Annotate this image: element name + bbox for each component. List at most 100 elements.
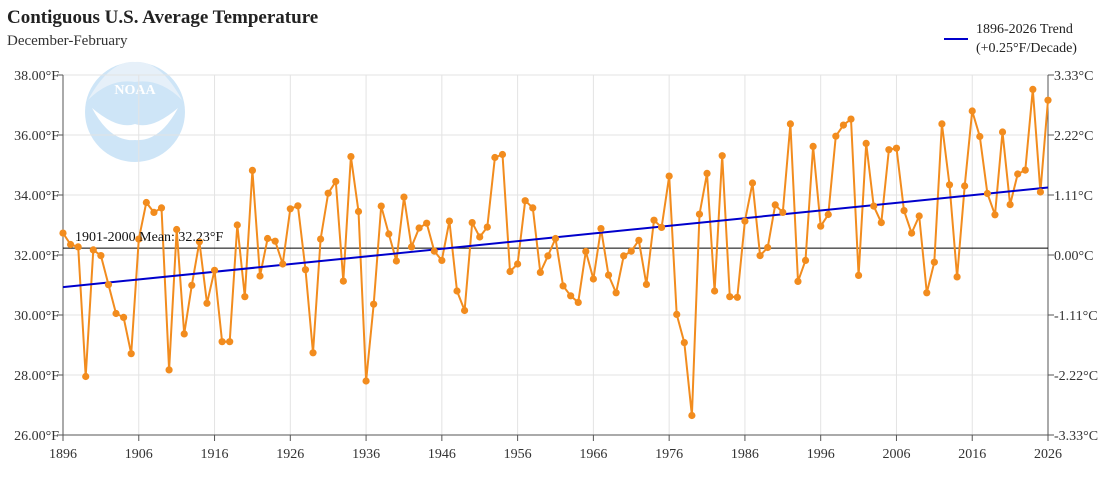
chart-subtitle: December-February — [7, 33, 128, 49]
data-point — [582, 247, 590, 255]
legend-trend-swatch — [944, 38, 968, 40]
chart-title: Contiguous U.S. Average Temperature — [7, 7, 319, 28]
data-point — [923, 289, 931, 297]
data-point — [536, 268, 544, 276]
data-point — [400, 193, 408, 201]
data-point — [1029, 85, 1037, 93]
noaa-logo: NOAA — [85, 61, 185, 162]
x-tick-label: 1906 — [125, 447, 153, 462]
data-point — [112, 309, 120, 318]
y-tick-label: 32.00°F — [14, 249, 59, 264]
data-point — [1021, 166, 1029, 174]
data-point — [862, 139, 870, 147]
data-point — [718, 152, 726, 160]
mean-label: 1901-2000 Mean: 32.23°F — [75, 230, 224, 245]
data-point — [870, 202, 878, 210]
data-point — [1044, 96, 1052, 104]
data-point — [741, 217, 749, 225]
data-point — [415, 224, 423, 232]
data-point — [173, 225, 181, 234]
y-tick-label: 34.00°F — [14, 189, 59, 204]
temperature-series-line — [62, 89, 1049, 416]
y-tick-label: 36.00°F — [14, 129, 59, 144]
data-point — [612, 289, 620, 297]
x-tick-label: 1946 — [428, 447, 456, 462]
y-tick-label: 30.00°F — [14, 309, 59, 324]
data-point — [263, 234, 272, 243]
x-tick-label: 1926 — [276, 447, 304, 462]
y-tick-label: 28.00°F — [14, 369, 59, 384]
data-point — [362, 377, 370, 385]
data-point — [786, 120, 794, 128]
data-point — [377, 202, 385, 210]
data-point — [226, 338, 234, 346]
data-point — [620, 252, 628, 260]
data-point — [286, 205, 294, 213]
x-tick-label: 1936 — [352, 447, 380, 462]
data-point — [347, 153, 355, 161]
data-point — [498, 150, 507, 159]
data-point — [635, 236, 643, 244]
data-point — [514, 260, 522, 268]
legend-trend-name: 1896-2026 Trend — [976, 22, 1073, 37]
data-point — [385, 230, 393, 238]
x-tick-label: 2016 — [958, 447, 986, 462]
data-point — [157, 204, 166, 212]
data-point — [203, 299, 211, 307]
data-point — [657, 223, 666, 231]
data-point — [764, 243, 772, 252]
data-point — [567, 292, 575, 300]
data-point — [248, 166, 257, 174]
data-point — [491, 153, 499, 162]
y-tick-label: 38.00°F — [14, 69, 59, 84]
data-point — [453, 287, 461, 295]
data-point — [589, 275, 597, 283]
data-point — [915, 212, 923, 220]
data-point — [953, 273, 961, 281]
data-point — [438, 256, 446, 264]
data-point — [392, 257, 400, 265]
data-point — [604, 271, 613, 279]
data-point — [279, 260, 287, 268]
legend[interactable]: 1896-2026 Trend (+0.25°F/Decade) — [944, 20, 1104, 58]
data-point — [195, 238, 203, 246]
x-tick-label: 2026 — [1034, 447, 1062, 462]
data-point — [301, 266, 310, 274]
svg-text:NOAA: NOAA — [114, 83, 156, 98]
data-point — [460, 306, 469, 315]
data-point — [885, 146, 893, 154]
data-point — [506, 267, 514, 276]
data-point — [407, 243, 416, 251]
data-point — [150, 208, 158, 216]
data-point — [726, 293, 734, 301]
y-right-tick-label: 2.22°C — [1054, 129, 1093, 144]
x-tick-label: 1996 — [807, 447, 835, 462]
data-point — [892, 144, 901, 152]
data-point — [968, 107, 976, 115]
data-point — [854, 271, 863, 279]
data-point — [521, 197, 529, 205]
y-right-tick-label: 1.11°C — [1054, 189, 1093, 204]
data-point — [673, 310, 681, 318]
data-point — [900, 207, 908, 215]
data-point — [794, 277, 802, 285]
data-point — [430, 247, 438, 255]
data-point — [544, 252, 552, 260]
data-point — [961, 182, 969, 190]
data-point — [748, 179, 757, 187]
y-right-tick-label: -3.33°C — [1054, 429, 1098, 444]
x-tick-label: 1896 — [49, 447, 77, 462]
data-point — [665, 172, 673, 180]
legend-trend-rate: (+0.25°F/Decade) — [976, 41, 1077, 56]
data-point — [650, 216, 658, 224]
data-point — [680, 339, 688, 347]
data-point — [317, 235, 325, 243]
data-point — [930, 258, 938, 266]
data-point — [976, 132, 984, 141]
data-point — [233, 221, 241, 229]
data-point — [370, 300, 378, 308]
data-point — [165, 366, 173, 374]
y-right-tick-label: 0.00°C — [1054, 249, 1093, 264]
